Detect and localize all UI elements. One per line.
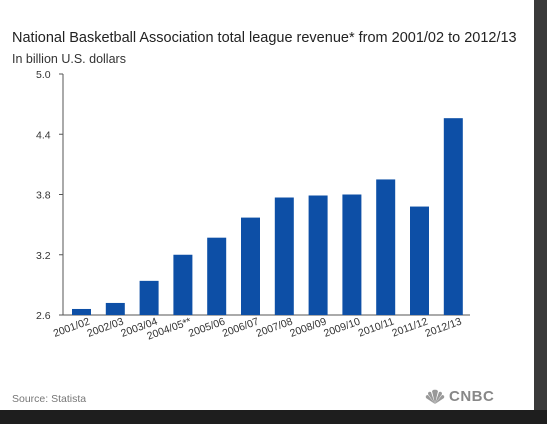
chart-axes [59, 73, 470, 316]
page-edge-right [534, 0, 547, 424]
page-edge-bottom [0, 410, 547, 424]
bar [342, 194, 362, 315]
x-tick-label: 2012/13 [424, 315, 464, 339]
chart-bars [72, 118, 463, 315]
chart-title: National Basketball Association total le… [12, 30, 517, 46]
bar [105, 302, 125, 315]
bar [443, 118, 463, 315]
source-note: Source: Statista [12, 393, 87, 405]
cnbc-logo: CNBC [424, 388, 494, 405]
y-axis-labels: 2.6 3.2 3.8 4.4 5.0 [36, 69, 51, 322]
x-axis-labels: 2001/022002/032003/042004/05**2005/06200… [52, 315, 464, 342]
bar [241, 217, 260, 315]
y-tick-label: 4.4 [36, 129, 51, 141]
y-tick-label: 3.8 [36, 190, 51, 202]
y-tick-label: 5.0 [36, 69, 51, 81]
bar [139, 280, 159, 315]
bar [72, 308, 91, 315]
bar [308, 195, 328, 315]
bar [376, 179, 396, 315]
y-tick-label: 2.6 [36, 310, 51, 322]
bar [207, 237, 227, 315]
peacock-icon [425, 389, 445, 404]
chart-subtitle: In billion U.S. dollars [12, 52, 126, 66]
y-tick-label: 3.2 [36, 250, 51, 262]
chart-card: National Basketball Association total le… [0, 0, 534, 410]
logo-text: CNBC [449, 388, 495, 405]
bar-chart: 2001/022002/032003/042004/05**2005/06200… [36, 69, 470, 343]
bar [173, 254, 193, 315]
bar [274, 197, 294, 315]
bar [410, 206, 429, 315]
